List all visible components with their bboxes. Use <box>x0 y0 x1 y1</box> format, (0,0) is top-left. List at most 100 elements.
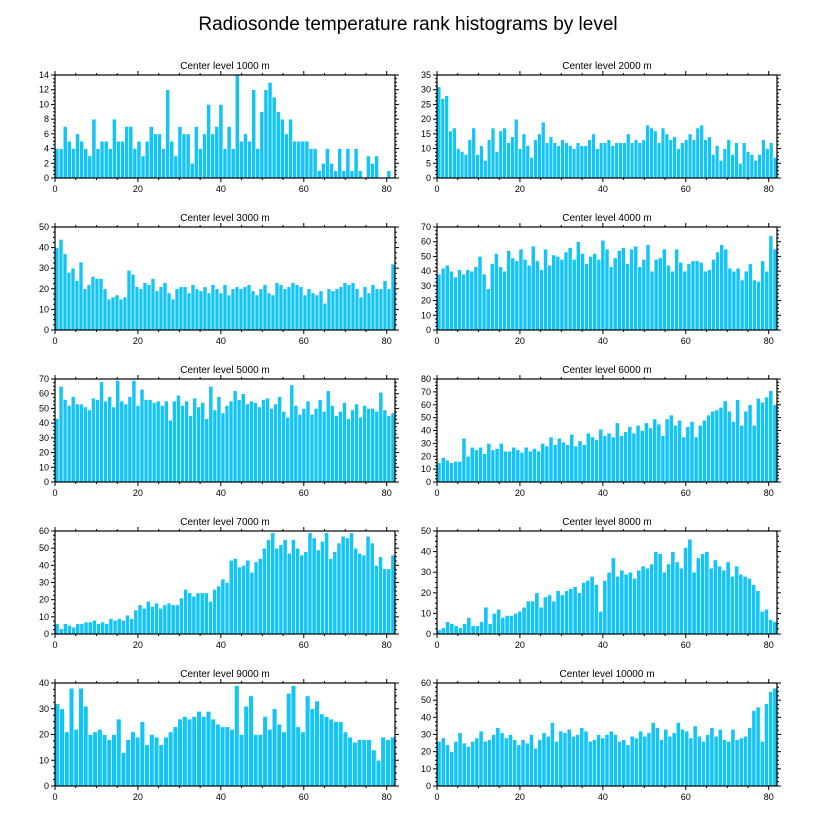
bar <box>289 384 295 483</box>
bar <box>334 288 340 331</box>
bar <box>683 139 689 179</box>
bar <box>772 404 778 483</box>
bar <box>282 288 288 331</box>
bar <box>325 148 330 179</box>
bar <box>281 731 287 787</box>
bar <box>436 741 442 787</box>
bar <box>661 571 667 635</box>
bars <box>54 239 396 331</box>
bar <box>727 267 733 331</box>
bar <box>726 741 732 787</box>
bar <box>329 162 334 179</box>
bar <box>107 148 113 179</box>
x-tick-label: 40 <box>216 336 226 346</box>
bars <box>54 532 396 635</box>
bar <box>702 270 708 331</box>
x-tick-label: 20 <box>133 184 143 194</box>
bar <box>158 286 164 331</box>
bar <box>215 723 221 787</box>
bar <box>281 411 287 483</box>
bar <box>516 744 522 787</box>
bar <box>142 282 148 331</box>
bar <box>626 133 631 179</box>
bar <box>467 139 473 179</box>
bar <box>137 604 143 635</box>
bar <box>518 248 524 331</box>
bar <box>325 390 331 483</box>
y-tick-label: 50 <box>421 695 431 705</box>
bar <box>316 170 322 179</box>
bar <box>709 727 715 787</box>
bar <box>598 428 604 483</box>
bar <box>470 625 476 635</box>
bar <box>132 148 138 179</box>
bar <box>627 426 633 483</box>
bar <box>623 431 629 483</box>
bar <box>742 576 748 635</box>
bar <box>491 734 497 787</box>
bar <box>257 734 264 787</box>
bar <box>592 253 598 331</box>
bar <box>496 608 502 635</box>
bar <box>173 155 179 179</box>
bar <box>92 731 98 787</box>
bar <box>178 286 184 331</box>
bar <box>682 270 688 331</box>
y-tick-label: 70 <box>39 374 49 384</box>
bar <box>136 140 142 179</box>
bar <box>508 734 513 787</box>
bar <box>559 594 565 635</box>
y-tick-label: 50 <box>39 222 49 232</box>
y-tick-label: 30 <box>39 263 49 273</box>
bar <box>545 735 551 787</box>
bar <box>731 421 736 483</box>
bar <box>314 700 320 787</box>
bar <box>525 600 531 635</box>
bar <box>614 422 620 483</box>
bar <box>664 418 670 483</box>
y-tick-label: 50 <box>421 413 431 423</box>
bar <box>621 739 627 787</box>
bar <box>745 151 751 179</box>
bar <box>205 711 212 787</box>
bar <box>151 402 157 483</box>
bar <box>90 276 96 331</box>
x-tick-label: 20 <box>515 640 525 650</box>
bar <box>74 280 80 331</box>
bar <box>551 254 557 331</box>
x-tick-label: 0 <box>434 336 439 346</box>
bar <box>761 139 766 179</box>
bar <box>107 396 112 483</box>
bar <box>125 739 131 787</box>
bar <box>697 425 703 483</box>
bar <box>274 547 280 635</box>
y-tick-label: 50 <box>39 403 49 413</box>
bar <box>304 140 310 179</box>
bar <box>386 170 392 179</box>
bar <box>87 621 93 635</box>
bar <box>82 288 88 331</box>
bar <box>378 556 383 635</box>
bar <box>533 139 538 179</box>
bar <box>263 89 269 179</box>
bar <box>725 561 731 635</box>
bar <box>278 284 284 331</box>
bar <box>118 298 124 331</box>
bar <box>635 425 641 483</box>
bar <box>457 461 463 483</box>
bar <box>338 721 344 787</box>
bar <box>743 270 749 331</box>
bar <box>585 432 591 483</box>
y-tick-label: 30 <box>39 433 49 443</box>
x-tick-label: 40 <box>216 184 226 194</box>
bar <box>228 400 234 483</box>
bar <box>96 623 101 635</box>
bar <box>286 553 292 635</box>
bar <box>181 133 187 179</box>
bar <box>649 127 654 179</box>
bar <box>548 136 554 179</box>
y-tick-label: 0 <box>44 173 49 183</box>
bar <box>116 140 121 179</box>
bar <box>452 127 457 179</box>
bar <box>503 450 508 483</box>
